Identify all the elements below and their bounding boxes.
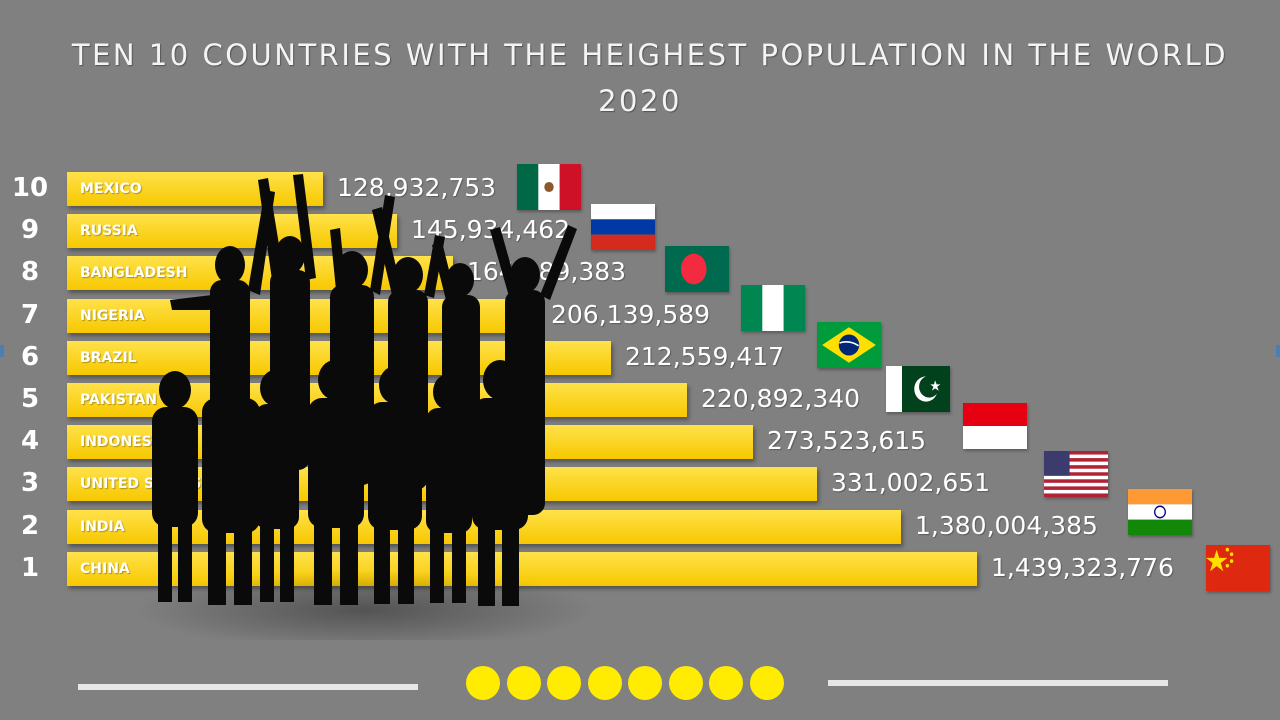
value-label: 220,892,340 [701,384,861,413]
rank-label: 6 [20,341,40,372]
left-edge-mark [0,345,4,357]
rank-label: 8 [20,257,40,288]
russia-flag-icon [591,204,655,250]
rank-label: 7 [20,299,40,330]
decor-dot [587,666,622,700]
value-label: 206,139,589 [551,299,711,329]
value-label: 1,439,323,776 [991,552,1174,582]
decor-dot [506,666,541,700]
decor-dot [547,666,581,700]
usa-flag-icon [1044,451,1108,497]
decor-dot [709,666,743,700]
bar-india [67,509,901,544]
bangladesh-flag-icon [665,246,729,292]
chart-title: TEN 10 COUNTRIES WITH THE HEIGHEST POPUL… [71,38,1229,72]
bar-china [67,551,977,586]
mexico-flag-icon [517,164,581,210]
value-label: 1,380,004,385 [915,510,1098,540]
rank-label: 2 [20,510,40,541]
india-flag-icon [1128,489,1192,535]
right-divider-line [828,680,1168,686]
bar-brazil [67,340,611,375]
value-label: 212,559,417 [625,341,785,371]
decor-dot [628,666,662,700]
rank-label: 5 [20,384,40,414]
rank-label: 9 [20,215,40,246]
country-label: INDIA [80,518,125,535]
country-label: BRAZIL [80,349,137,366]
left-divider-line [78,684,418,690]
country-label: CHINA [80,560,130,577]
value-label: 128,932,753 [337,173,497,202]
decor-dot [668,666,703,700]
bar-indonesia [67,425,753,460]
rank-label: 10 [11,173,49,203]
nigeria-flag-icon [741,285,805,331]
right-edge-mark [1276,345,1280,357]
country-label: BANGLADESH [80,265,188,282]
rank-label: 3 [20,468,40,499]
value-label: 164,689,383 [467,257,627,287]
decor-dot [466,666,500,700]
value-label: 145,934,462 [411,215,571,245]
brazil-flag-icon [817,322,881,368]
bar-pakistan [67,383,687,417]
value-label: 273,523,615 [767,426,927,456]
country-label: RUSSIA [80,223,138,240]
country-label: PAKISTAN [80,392,157,408]
value-label: 331,002,651 [831,468,991,498]
rank-label: 1 [20,552,40,583]
rank-label: 4 [20,426,40,457]
china-flag-icon [1206,545,1270,591]
indonesia-flag-icon [963,403,1027,449]
pakistan-flag-icon [886,366,950,412]
chart-subtitle-year: 2020 [598,84,682,118]
country-label: NIGERIA [80,307,145,324]
country-label: MEXICO [80,181,142,197]
decor-dot [749,666,784,700]
country-label: INDONESIA [80,434,168,451]
country-label: UNITED STATES [80,476,202,493]
